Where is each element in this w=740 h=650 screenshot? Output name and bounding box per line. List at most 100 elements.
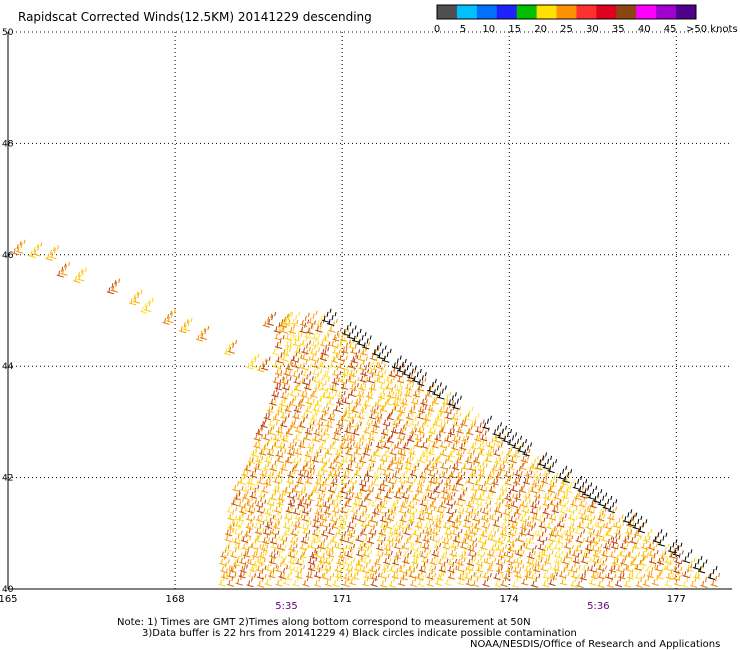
wind-barb bbox=[345, 529, 356, 544]
wind-barb bbox=[622, 509, 633, 524]
wind-barb bbox=[343, 400, 354, 415]
wind-barb bbox=[386, 384, 397, 399]
wind-barb bbox=[292, 478, 302, 493]
wind-barb bbox=[480, 536, 490, 551]
wind-barb bbox=[260, 356, 271, 371]
wind-barb bbox=[488, 479, 499, 494]
wind-barb bbox=[511, 573, 522, 588]
wind-barb bbox=[553, 544, 564, 559]
wind-barb bbox=[262, 521, 273, 536]
wind-barb bbox=[398, 442, 409, 457]
wind-barb bbox=[619, 535, 630, 550]
wind-barb bbox=[261, 530, 272, 545]
wind-barb bbox=[327, 478, 338, 493]
wind-barb bbox=[285, 421, 296, 436]
wind-barb bbox=[376, 528, 387, 543]
wind-barb bbox=[364, 486, 374, 501]
wind-barb bbox=[591, 549, 602, 564]
wind-barb bbox=[308, 412, 318, 427]
colorbar-swatch bbox=[516, 5, 538, 19]
wind-barb bbox=[672, 542, 683, 557]
wind-barb bbox=[314, 471, 325, 486]
wind-barb bbox=[310, 384, 321, 399]
wind-barb bbox=[315, 493, 326, 508]
wind-barb bbox=[423, 515, 434, 530]
wind-barb bbox=[579, 566, 590, 581]
wind-barb bbox=[311, 361, 322, 376]
colorbar-label: 35 bbox=[612, 24, 625, 35]
wind-barb bbox=[379, 448, 390, 463]
wind-barbs bbox=[12, 239, 721, 589]
wind-barb bbox=[347, 536, 358, 551]
wind-barb bbox=[551, 499, 562, 514]
wind-barb bbox=[386, 406, 397, 421]
wind-barb bbox=[273, 470, 283, 485]
wind-barb bbox=[531, 465, 542, 480]
wind-barb bbox=[533, 552, 544, 567]
wind-barb bbox=[627, 565, 637, 580]
wind-barb bbox=[355, 528, 366, 543]
wind-barb bbox=[340, 479, 350, 494]
wind-barb bbox=[305, 564, 316, 579]
wind-barb bbox=[592, 489, 603, 504]
wind-barb bbox=[520, 493, 531, 508]
wind-barb bbox=[275, 558, 285, 573]
wind-barb bbox=[266, 491, 277, 506]
wind-barb bbox=[272, 434, 282, 449]
wind-barb bbox=[319, 435, 330, 450]
colorbar-swatch bbox=[536, 5, 558, 19]
wind-barb bbox=[335, 565, 345, 580]
wind-barb bbox=[442, 535, 453, 550]
wind-barb bbox=[527, 530, 537, 545]
wind-barb bbox=[294, 441, 305, 456]
wind-barb bbox=[427, 462, 438, 477]
wind-barb bbox=[334, 558, 345, 573]
wind-barb bbox=[486, 542, 497, 557]
wind-barb bbox=[280, 551, 290, 566]
wind-barb bbox=[455, 471, 466, 486]
wind-barb bbox=[343, 551, 353, 566]
wind-barb bbox=[382, 348, 392, 363]
wind-barb bbox=[315, 313, 326, 328]
wind-barb bbox=[354, 391, 364, 406]
wind-barb bbox=[570, 492, 580, 507]
wind-barb bbox=[536, 544, 547, 559]
wind-barb bbox=[355, 552, 366, 567]
wind-barb bbox=[495, 537, 506, 552]
wind-barb bbox=[288, 319, 299, 334]
wind-barb bbox=[419, 492, 430, 507]
wind-barb bbox=[388, 521, 398, 536]
wind-barb bbox=[669, 544, 679, 559]
wind-barb bbox=[466, 470, 477, 485]
wind-barb bbox=[645, 558, 655, 573]
wind-barb bbox=[311, 326, 322, 341]
wind-barb bbox=[542, 492, 553, 507]
wind-barb bbox=[559, 500, 569, 515]
wind-barb bbox=[393, 545, 404, 560]
wind-barb bbox=[464, 500, 475, 515]
wind-barb bbox=[454, 508, 465, 523]
wind-barb bbox=[441, 485, 451, 500]
wind-barb bbox=[406, 478, 416, 493]
wind-barb bbox=[537, 477, 548, 492]
wind-barb bbox=[504, 486, 515, 501]
wind-barb bbox=[332, 573, 342, 588]
wind-barb bbox=[375, 486, 385, 501]
wind-barb bbox=[477, 486, 488, 501]
wind-barb bbox=[520, 448, 531, 464]
wind-barb bbox=[514, 462, 525, 477]
wind-barb bbox=[246, 471, 257, 486]
wind-barb bbox=[482, 572, 492, 587]
wind-barb bbox=[455, 449, 465, 464]
wind-barb bbox=[488, 523, 498, 538]
wind-barb bbox=[276, 398, 286, 413]
wind-barb bbox=[436, 499, 446, 514]
wind-barb bbox=[654, 557, 665, 572]
wind-barb bbox=[477, 458, 488, 473]
wind-barb bbox=[393, 385, 403, 400]
wind-barb bbox=[477, 441, 488, 456]
wind-barb bbox=[301, 405, 312, 420]
wind-barb bbox=[250, 464, 260, 479]
wind-barb bbox=[417, 506, 427, 521]
wind-barb bbox=[648, 550, 659, 565]
